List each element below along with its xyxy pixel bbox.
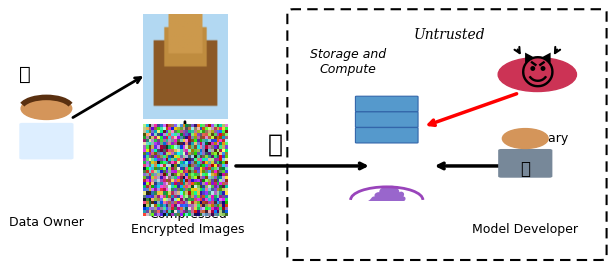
Text: Adversary: Adversary	[506, 132, 569, 145]
Text: 🖥: 🖥	[379, 112, 394, 136]
Circle shape	[502, 129, 548, 148]
Text: 😈: 😈	[518, 57, 556, 92]
Text: Storage and
Compute: Storage and Compute	[309, 48, 386, 76]
Text: 📡: 📡	[268, 133, 283, 157]
FancyBboxPatch shape	[498, 149, 553, 178]
Text: Compressed
Encrypted Images: Compressed Encrypted Images	[131, 209, 245, 237]
FancyBboxPatch shape	[356, 96, 418, 112]
Circle shape	[498, 58, 577, 92]
Text: EtC: EtC	[203, 133, 227, 147]
Text: Untrusted: Untrusted	[414, 27, 486, 41]
Text: 🔑: 🔑	[20, 65, 31, 84]
Text: Model Developer: Model Developer	[472, 224, 578, 237]
Text: Data Owner: Data Owner	[9, 216, 84, 229]
Text: 💻: 💻	[520, 159, 530, 178]
FancyBboxPatch shape	[356, 128, 418, 143]
FancyBboxPatch shape	[356, 112, 418, 127]
Circle shape	[21, 97, 72, 120]
FancyBboxPatch shape	[19, 123, 74, 159]
Text: ☁: ☁	[366, 168, 408, 210]
